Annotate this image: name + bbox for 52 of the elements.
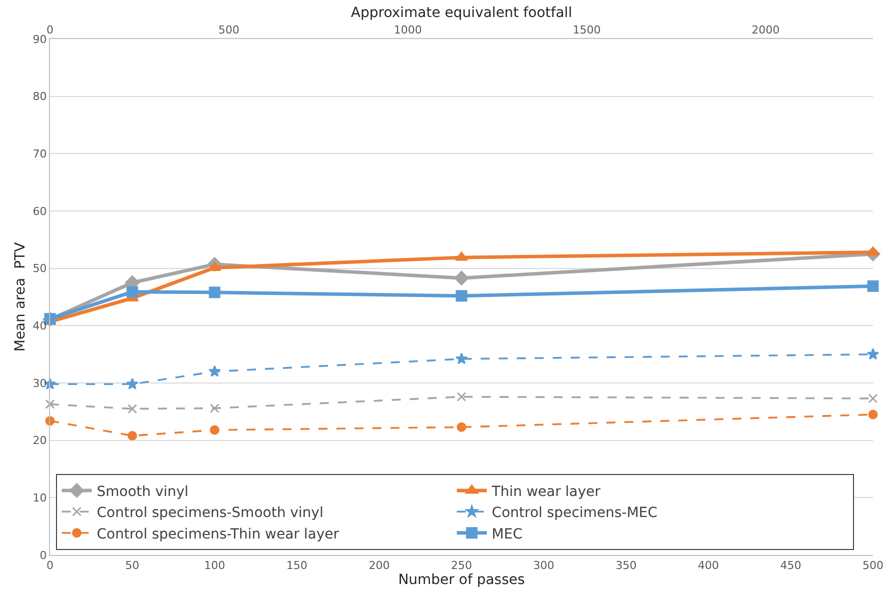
point [128, 431, 138, 440]
x2-axis-title: Approximate equivalent footfall [350, 5, 572, 22]
y-tick-label: 50 [32, 262, 47, 276]
x-tick-label: 150 [286, 559, 308, 572]
y-tick-label: 80 [32, 90, 47, 104]
point [208, 286, 220, 298]
legend-label: Smooth vinyl [96, 484, 188, 500]
y-tick-label: 20 [32, 434, 47, 448]
point [868, 394, 878, 404]
y-tick-label: 70 [32, 148, 47, 161]
point [455, 352, 468, 364]
y-tick-label: 40 [32, 320, 47, 333]
x-tick-label: 500 [862, 559, 884, 572]
y-tick-label: 90 [32, 32, 47, 46]
legend-label: Control specimens-Thin wear layer [96, 526, 340, 542]
point [208, 365, 221, 377]
y-axis-title: Mean area PTV [12, 242, 28, 352]
x-tick-label: 300 [533, 559, 554, 572]
point [210, 425, 220, 435]
point [454, 270, 469, 286]
y-tick-label: 60 [32, 204, 47, 218]
point [128, 404, 138, 414]
x-tick-label: 50 [125, 559, 140, 572]
x-tick-label: 200 [368, 559, 390, 572]
point [866, 348, 880, 360]
point [210, 403, 220, 413]
point [45, 399, 55, 409]
y-tick-label: 30 [32, 376, 47, 390]
point [867, 280, 879, 292]
point [868, 410, 878, 420]
x2-tick-label: 500 [218, 24, 240, 37]
x-tick-label: 350 [616, 559, 637, 572]
x-tick-label: 100 [204, 559, 226, 572]
legend-label: MEC [492, 526, 523, 542]
y-tick-label: 0 [40, 548, 47, 562]
legend-label: Control specimens-Smooth vinyl [96, 505, 324, 522]
x2-tick-label: 1000 [394, 24, 422, 37]
y-tick-label: 10 [32, 492, 47, 505]
point [456, 290, 468, 302]
x-tick-label: 250 [451, 559, 472, 572]
x-tick-label: 400 [698, 559, 719, 572]
x2-tick-label: 1500 [572, 24, 601, 37]
point [208, 262, 222, 272]
point [456, 422, 466, 432]
point [456, 392, 466, 402]
legend-label: Thin wear layer [490, 484, 601, 500]
x-axis-title: Number of passes [398, 572, 525, 588]
point [126, 378, 138, 390]
x2-tick-label: 2000 [752, 24, 780, 37]
legend-label: Control specimens-MEC [492, 505, 658, 522]
point [126, 286, 138, 298]
x-tick-label: 450 [780, 559, 802, 572]
